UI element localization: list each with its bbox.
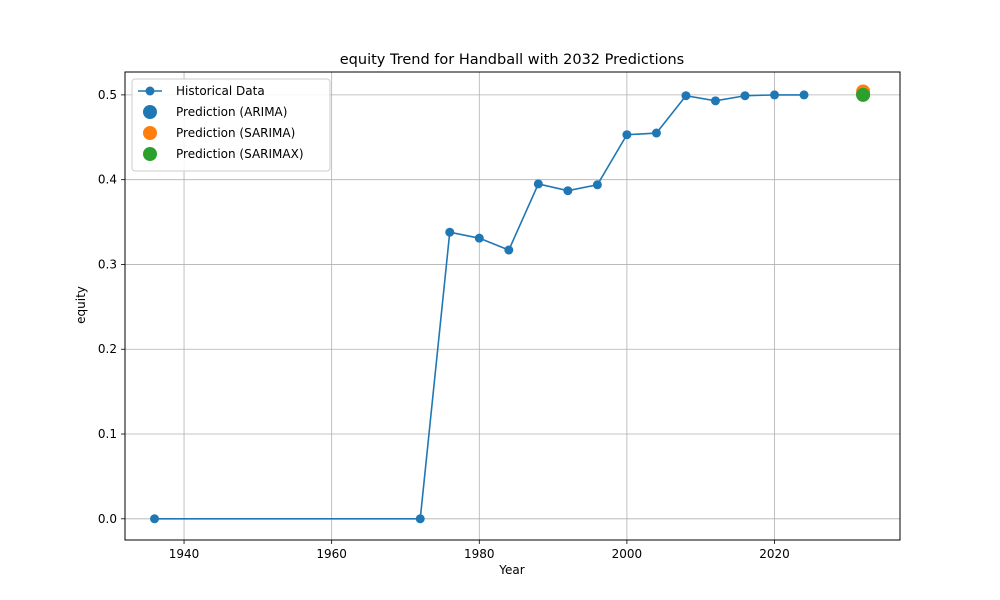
x-tick-label: 1960 (316, 547, 347, 561)
historical-data-point (445, 227, 455, 237)
legend-marker (143, 147, 157, 161)
y-tick-label: 0.5 (98, 88, 117, 102)
y-tick-label: 0.1 (98, 427, 117, 441)
historical-data-point (740, 91, 750, 101)
y-tick-label: 0.4 (98, 173, 117, 187)
prediction-point-3 (856, 87, 871, 102)
y-axis-label: equity (74, 286, 88, 324)
legend-marker (145, 86, 155, 96)
historical-data-point (563, 186, 573, 196)
historical-data-point (799, 90, 809, 100)
y-tick-label: 0.2 (98, 342, 117, 356)
y-tick-label: 0.0 (98, 512, 117, 526)
historical-data-point (504, 245, 514, 255)
legend-label: Prediction (SARIMAX) (176, 147, 304, 161)
legend-box (131, 78, 331, 172)
legend-label: Historical Data (176, 84, 265, 98)
historical-data-point (651, 128, 661, 138)
legend-label: Prediction (SARIMA) (176, 126, 295, 140)
historical-data-point (474, 233, 484, 243)
legend-marker (143, 105, 157, 119)
x-tick-label: 1940 (169, 547, 200, 561)
x-axis-label: Year (498, 563, 524, 577)
historical-data-point (681, 91, 691, 101)
historical-data-point (415, 514, 425, 524)
historical-data-point (710, 96, 720, 106)
historical-data-point (533, 179, 543, 189)
historical-data-point (592, 180, 602, 190)
legend-marker (143, 126, 157, 140)
plot-series (150, 84, 871, 524)
historical-data-point (770, 90, 780, 100)
axis-ticks: 1940 1960 1980 2000 2020 0.0 0.1 0.2 0.3 0.4 0.5 (98, 88, 790, 561)
plot-frame (124, 71, 901, 541)
legend: Historical Data Prediction (ARIMA) Predict… (131, 78, 331, 172)
y-tick-label: 0.3 (98, 257, 117, 271)
chart-title: equity Trend for Handball with 2032 Pred… (340, 52, 684, 68)
x-tick-label: 1980 (464, 547, 495, 561)
historical-data-point (150, 514, 160, 524)
x-tick-label: 2020 (759, 547, 790, 561)
x-tick-label: 2000 (612, 547, 643, 561)
legend-label: Prediction (ARIMA) (176, 105, 287, 119)
historical-data-point (622, 130, 632, 140)
